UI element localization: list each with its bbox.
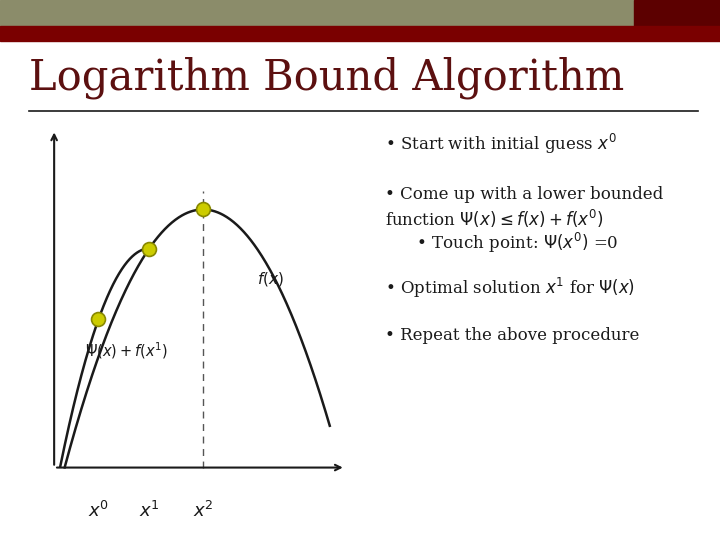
Text: • Touch point: $\Psi(x^0)$ =0: • Touch point: $\Psi(x^0)$ =0 xyxy=(385,231,618,255)
Text: function $\Psi(x) \leq f(x) + f(x^0)$: function $\Psi(x) \leq f(x) + f(x^0)$ xyxy=(385,208,603,230)
Text: $x^1$: $x^1$ xyxy=(139,501,160,522)
Text: $\Psi(x)+f(x^1)$: $\Psi(x)+f(x^1)$ xyxy=(86,341,168,361)
Text: $x^0$: $x^0$ xyxy=(88,501,109,522)
Point xyxy=(197,205,209,214)
Text: $f(x)$: $f(x)$ xyxy=(257,269,284,288)
Text: • Optimal solution $x^1$ for $\Psi(x)$: • Optimal solution $x^1$ for $\Psi(x)$ xyxy=(385,275,635,300)
Text: Logarithm Bound Algorithm: Logarithm Bound Algorithm xyxy=(29,57,624,99)
Text: $x^2$: $x^2$ xyxy=(193,501,213,522)
Point xyxy=(93,315,104,323)
Text: • Start with initial guess $x^0$: • Start with initial guess $x^0$ xyxy=(385,132,617,157)
Text: • Repeat the above procedure: • Repeat the above procedure xyxy=(385,327,639,343)
Text: • Come up with a lower bounded: • Come up with a lower bounded xyxy=(385,186,663,203)
Point xyxy=(143,244,155,253)
